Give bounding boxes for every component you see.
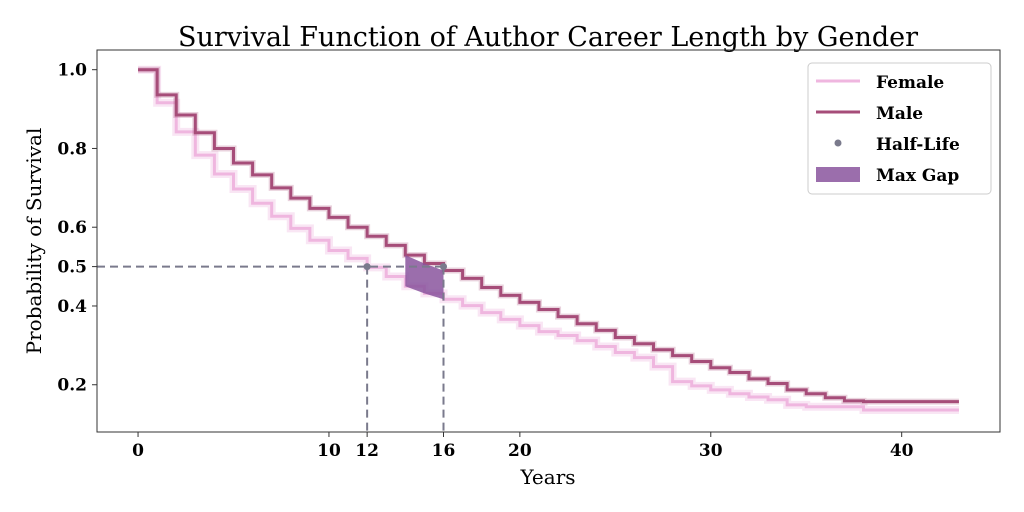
x-axis-label: Years — [519, 465, 575, 489]
legend-max-gap: Max Gap — [876, 166, 959, 186]
legend: Female Male Half-Life Max Gap — [807, 62, 992, 195]
y-tick-label: 0.4 — [57, 297, 87, 317]
y-tick-label: 0.6 — [57, 218, 87, 238]
y-tick-label: 1.0 — [57, 61, 87, 81]
x-tick-label: 12 — [355, 441, 379, 461]
x-tick-label: 10 — [317, 441, 341, 461]
y-tick-label: 0.8 — [57, 139, 87, 159]
legend-half-life: Half-Life — [876, 135, 960, 155]
plot-frame — [96, 49, 1001, 433]
x-tick-label: 0 — [132, 441, 144, 461]
x-tick-label: 30 — [699, 441, 723, 461]
y-axis-label: Probability of Survival — [22, 128, 46, 355]
legend-half-life-marker — [834, 139, 842, 147]
y-tick-label: 0.2 — [57, 376, 87, 396]
legend-frame — [807, 62, 992, 195]
y-tick-label: 0.5 — [57, 258, 87, 278]
x-tick-label: 40 — [890, 441, 914, 461]
x-tick-label: 16 — [432, 441, 456, 461]
half-life-marker — [363, 263, 371, 271]
half-life-marker — [440, 263, 447, 271]
legend-male: Male — [876, 104, 923, 124]
legend-female: Female — [876, 73, 944, 93]
male-survival-line — [138, 68, 959, 404]
legend-max-gap-swatch — [816, 167, 860, 182]
x-tick-label: 20 — [508, 441, 532, 461]
chart-title: Survival Function of Author Career Lengt… — [178, 22, 918, 53]
female-survival-line — [138, 68, 959, 412]
